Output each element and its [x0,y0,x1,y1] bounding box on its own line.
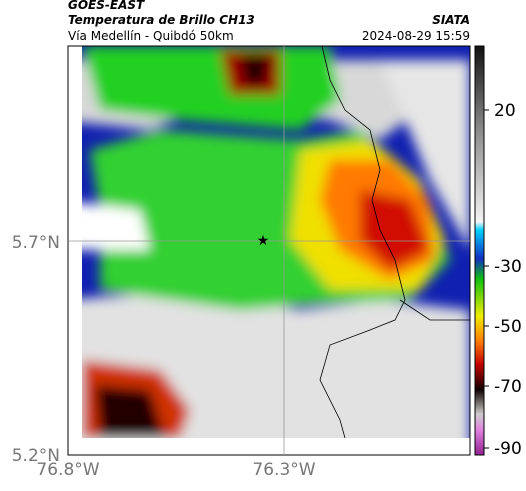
colorbar-tick-label: -30 [494,257,522,277]
x-tick-label: 76.3°W [252,460,315,480]
colorbar-tick-label: -70 [494,377,522,397]
location-marker: ★ [257,233,270,249]
boundary [399,299,470,321]
colorbar [474,45,485,456]
datetime: 2024-08-29 15:59 [362,29,470,43]
boundary [319,45,406,439]
colorbar-tick-label: -50 [494,317,522,337]
colorbar-tick-label: -90 [494,439,522,459]
org: SIATA [432,13,470,27]
y-tick-label: 5.7°N [12,233,60,253]
y-tick-label: 5.2°N [12,446,60,466]
source: GOES-EAST [68,0,145,12]
colorbar-tick-label: 20 [494,101,516,121]
map-frame [67,45,471,456]
x-tick-label: 76.8°W [36,460,99,480]
title: Temperatura de Brillo CH13 [68,13,255,27]
brightness-temperature-field [82,46,470,438]
subtitle: Vía Medellín - Quibdó 50km [68,29,234,43]
